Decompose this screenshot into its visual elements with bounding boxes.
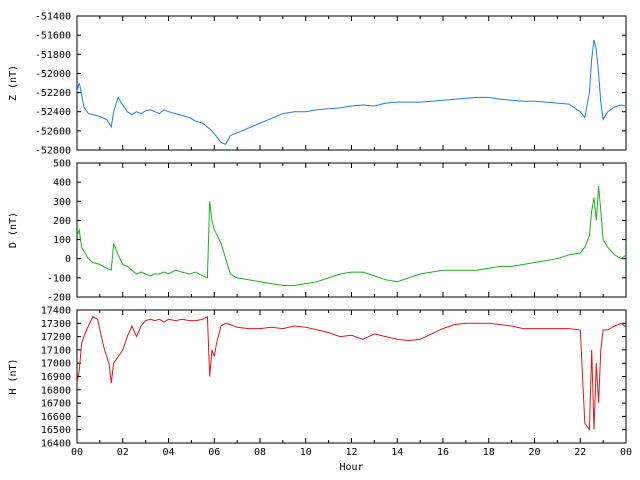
y-tick-label: -52800 — [35, 146, 71, 157]
y-tick-label: 16600 — [41, 412, 71, 423]
x-tick-label: 08 — [254, 447, 266, 458]
x-tick-label: 02 — [117, 447, 129, 458]
y-tick-label: 16700 — [41, 399, 71, 410]
panel-frame-2 — [76, 309, 627, 444]
y-tick-label: 16500 — [41, 425, 71, 436]
x-tick-label: 06 — [208, 447, 220, 458]
y-tick-label: 17100 — [41, 345, 71, 356]
y-tick-label: 17000 — [41, 359, 71, 370]
y-axis-label: Z (nT) — [8, 65, 19, 101]
y-tick-label: 100 — [53, 235, 71, 246]
y-tick-label: -100 — [47, 273, 71, 284]
y-tick-label: 500 — [53, 159, 71, 170]
y-tick-label: -52600 — [35, 126, 71, 137]
y-axis-label: H (nT) — [8, 358, 19, 394]
x-tick-label: 10 — [300, 447, 312, 458]
y-tick-label: 16900 — [41, 372, 71, 383]
x-axis-label: Hour — [339, 462, 363, 473]
x-tick-label: 00 — [71, 447, 83, 458]
y-tick-label: 17200 — [41, 332, 71, 343]
series-line-0 — [76, 39, 627, 145]
panel-frame-1 — [76, 162, 627, 298]
x-tick-label: 04 — [162, 447, 174, 458]
y-tick-label: -51800 — [35, 50, 71, 61]
x-tick-label: 18 — [483, 447, 495, 458]
series-line-2 — [76, 315, 627, 432]
y-tick-label: -52400 — [35, 107, 71, 118]
x-tick-label: 20 — [528, 447, 540, 458]
y-tick-label: 17300 — [41, 319, 71, 330]
panel-frame-0 — [76, 15, 627, 151]
x-tick-label: 14 — [391, 447, 403, 458]
x-tick-label: 00 — [620, 447, 632, 458]
y-tick-label: 300 — [53, 197, 71, 208]
y-tick-label: 200 — [53, 216, 71, 227]
x-tick-label: 22 — [574, 447, 586, 458]
y-tick-label: 0 — [65, 254, 71, 265]
y-tick-label: -52000 — [35, 69, 71, 80]
series-line-1 — [76, 185, 627, 286]
y-tick-label: -200 — [47, 293, 71, 304]
y-tick-label: 17400 — [41, 306, 71, 317]
y-tick-label: 16400 — [41, 439, 71, 450]
y-tick-label: -51600 — [35, 31, 71, 42]
x-tick-label: 12 — [345, 447, 357, 458]
y-tick-label: 16800 — [41, 385, 71, 396]
y-tick-label: -51400 — [35, 12, 71, 23]
x-tick-label: 16 — [437, 447, 449, 458]
y-axis-label: D (nT) — [8, 212, 19, 248]
y-tick-label: -52200 — [35, 88, 71, 99]
y-tick-label: 400 — [53, 178, 71, 189]
